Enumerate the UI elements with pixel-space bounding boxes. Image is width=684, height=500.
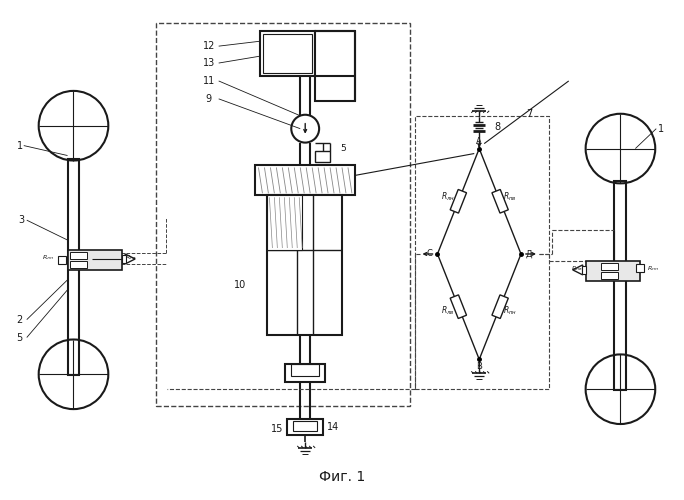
Circle shape [291,115,319,142]
Bar [614,182,627,390]
Text: Д: Д [526,250,532,258]
Bar [601,272,618,279]
Text: $R_{лн}$: $R_{лн}$ [441,191,455,203]
Text: 5: 5 [16,332,23,342]
Bar [267,196,342,334]
Bar [315,150,330,162]
Bar [70,252,88,259]
Bar [315,31,355,101]
Text: $R_{пв}$: $R_{пв}$ [503,191,517,203]
Bar [267,196,302,250]
Text: 15: 15 [271,424,283,434]
Text: 9: 9 [206,94,212,104]
Text: 8: 8 [494,122,500,132]
Text: 11: 11 [202,76,215,86]
Text: 10: 10 [235,280,247,290]
Text: 7: 7 [526,109,532,119]
Bar [636,264,644,272]
Text: 13: 13 [202,58,215,68]
Text: $R_{пн}$: $R_{пн}$ [647,264,659,274]
Bar [415,116,549,389]
Bar [291,364,319,376]
Text: $R_{пн}$: $R_{пн}$ [503,304,517,317]
Bar [287,419,323,435]
Bar [68,158,79,376]
Bar [450,295,466,318]
Text: 5: 5 [340,144,345,153]
Bar [256,166,355,196]
Bar [263,34,312,73]
Text: 14: 14 [327,422,339,432]
Text: $R_{лн}$: $R_{лн}$ [42,254,53,262]
Bar [293,421,317,431]
Bar [261,31,315,76]
Text: С: С [427,250,432,258]
Bar [68,250,122,270]
Bar [581,266,586,274]
Bar [57,256,66,264]
Text: 2: 2 [16,314,23,324]
Bar [122,255,127,263]
Text: 1: 1 [658,124,664,134]
Bar [285,364,325,382]
Bar [492,295,508,318]
Text: $R_{лв}$: $R_{лв}$ [441,304,455,317]
Bar [450,190,466,213]
Text: $R_{пв}$: $R_{пв}$ [571,264,583,274]
Bar [601,263,618,270]
Text: А: А [476,137,482,146]
Text: В: В [476,362,482,371]
Text: Фиг. 1: Фиг. 1 [319,470,365,484]
Bar [586,261,640,281]
Bar [492,190,508,213]
Text: 1: 1 [16,140,23,150]
Text: $R_{пв}$: $R_{пв}$ [125,254,137,262]
Bar [70,261,88,268]
Text: 12: 12 [202,41,215,51]
Bar [156,24,410,406]
Text: 3: 3 [18,215,25,225]
